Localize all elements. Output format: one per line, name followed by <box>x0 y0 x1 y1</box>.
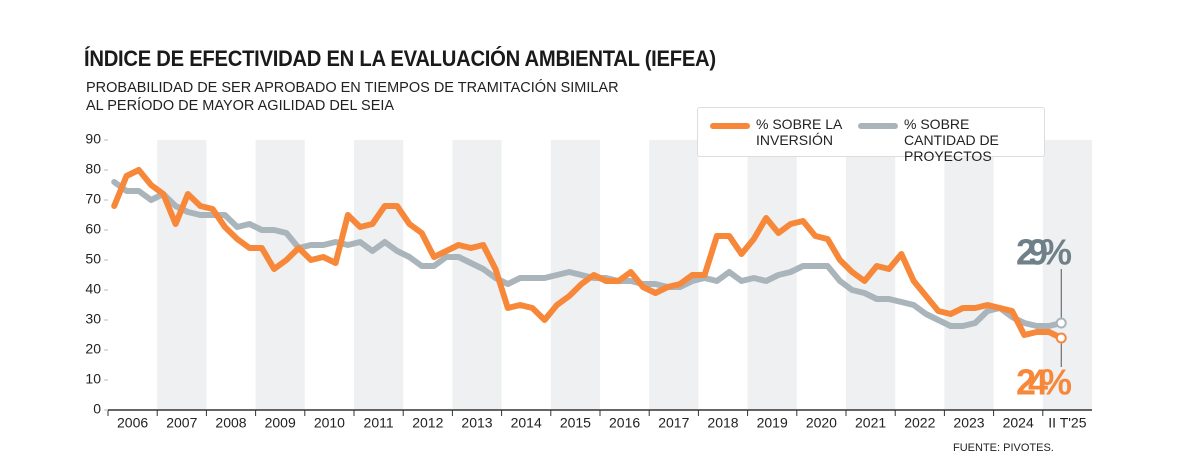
x-tick-label: 2012 <box>412 415 443 431</box>
y-tick-label: 90 <box>85 131 101 147</box>
year-band <box>157 140 207 410</box>
x-tick-label: 2016 <box>609 415 640 431</box>
y-tick-label: 70 <box>85 191 101 207</box>
x-tick-label: 2018 <box>707 415 738 431</box>
year-band <box>354 140 404 410</box>
series-line <box>111 167 1065 341</box>
year-band <box>255 140 305 410</box>
subtitle: AL PERÍODO DE MAYOR AGILIDAD DEL SEIA <box>86 98 395 114</box>
y-tick-label: 20 <box>85 341 101 357</box>
x-tick-label: 2024 <box>1003 415 1034 431</box>
x-tick-label: 2007 <box>166 415 197 431</box>
chart-title: ÍNDICE DE EFECTIVIDAD EN LA EVALUACIÓN A… <box>84 46 716 71</box>
y-tick-label: 30 <box>85 311 101 327</box>
y-tick-label: 0 <box>93 401 101 417</box>
end-label: 29% <box>1016 232 1072 273</box>
x-tick-label: 2011 <box>364 415 394 431</box>
y-tick-label: 10 <box>85 371 101 387</box>
x-tick-label: 2021 <box>855 415 886 431</box>
x-tick-label: 2023 <box>953 415 984 431</box>
x-tick-label: 2015 <box>560 415 591 431</box>
legend-swatch <box>710 123 750 129</box>
subtitle: PROBABILIDAD DE SER APROBADO EN TIEMPOS … <box>86 80 619 96</box>
end-label: 24% <box>1016 362 1072 403</box>
x-tick-label: 2017 <box>658 415 689 431</box>
legend-label: % SOBRE CANTIDAD DE PROYECTOS <box>904 116 999 164</box>
y-tick-label: 80 <box>85 161 101 177</box>
x-tick-label: 2022 <box>904 415 935 431</box>
x-tick-label: 2006 <box>117 415 148 431</box>
legend-swatch <box>858 123 898 129</box>
x-tick-label: 2014 <box>511 415 542 431</box>
source: FUENTE: PIVOTES. <box>953 442 1054 454</box>
end-marker <box>1055 317 1067 329</box>
x-tick-label: 2019 <box>757 415 788 431</box>
year-band <box>1042 140 1092 410</box>
legend-label: % SOBRE LA INVERSIÓN <box>756 116 842 148</box>
y-tick-label: 50 <box>85 251 101 267</box>
x-tick-label: 2020 <box>806 415 837 431</box>
x-tick-label: 2009 <box>265 415 296 431</box>
y-tick-label: 40 <box>85 281 101 297</box>
x-tick-label: 2008 <box>215 415 246 431</box>
end-marker <box>1055 332 1067 344</box>
x-tick-label: 2010 <box>314 415 345 431</box>
legend: % SOBRE LA INVERSIÓN % SOBRE CANTIDAD DE… <box>697 107 1045 164</box>
year-band <box>944 140 994 410</box>
y-tick-label: 60 <box>85 221 101 237</box>
x-tick-label: 2013 <box>461 415 492 431</box>
x-tick-label: II T'25 <box>1048 415 1086 431</box>
